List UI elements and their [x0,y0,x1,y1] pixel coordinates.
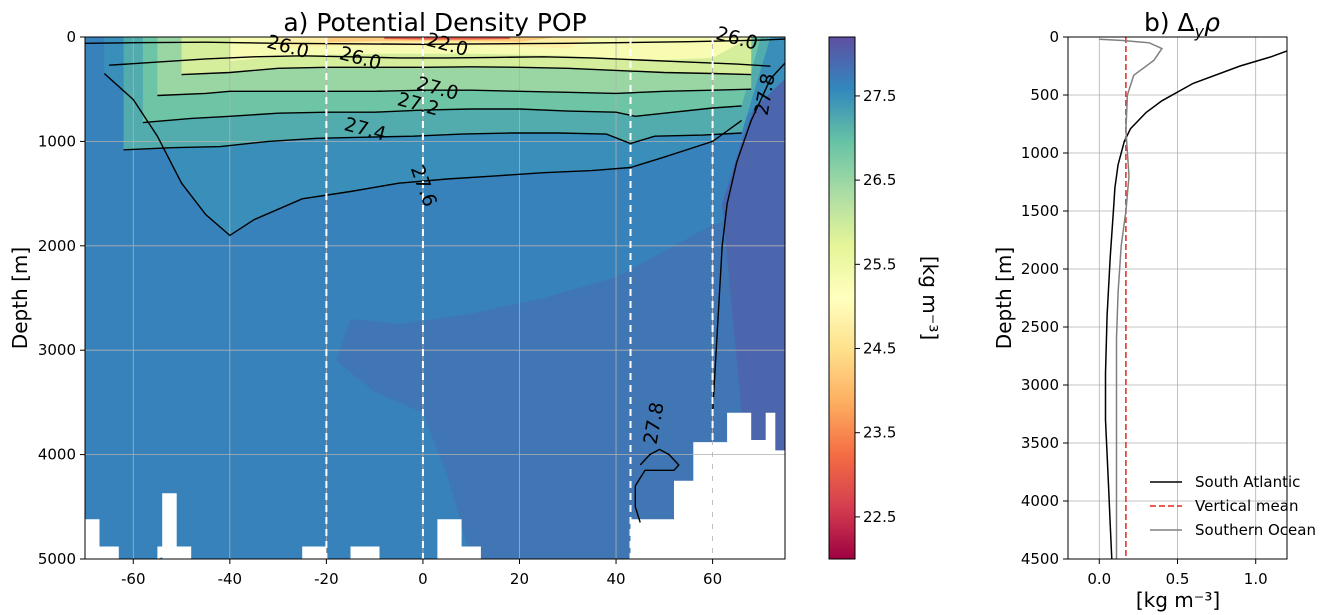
seafloor-mask [85,519,119,559]
panel-b-x-ticks: 0.0 0.5 1.0 [1087,559,1268,588]
colorbar-tick-label: 23.5 [863,424,896,442]
x-tick-label: 0 [418,570,428,588]
panel-a-y-label: Depth [m] [8,247,32,349]
colorbar-tick-label: 22.5 [863,508,896,526]
y-tick-label: 1500 [1021,202,1059,220]
panel-a-title: a) Potential Density POP [283,8,586,37]
density-section-panel: a) Potential Density POP 26.0 26.0 22.0 26.… [8,8,786,588]
y-tick-label: 1000 [1021,144,1059,162]
y-tick-label: 1000 [38,132,76,150]
y-tick-label: 2000 [1021,260,1059,278]
colorbar: 22.5 23.5 24.5 25.5 26.5 27.5 [kg m⁻³] [828,36,942,560]
colorbar-ticks: 22.5 23.5 24.5 25.5 26.5 27.5 [855,87,896,526]
colorbar-tick-label: 25.5 [863,255,896,273]
x-tick-label: 1.0 [1244,570,1268,588]
x-tick-label: 20 [510,570,529,588]
y-tick-label: 3500 [1021,434,1059,452]
x-tick-label: -20 [314,570,339,588]
panel-a-frame [84,36,786,560]
seafloor-mask [437,519,481,559]
panel-b-y-label: Depth [m] [992,247,1016,349]
legend-label: South Atlantic [1195,473,1300,491]
colorbar-scale [828,36,856,560]
seafloor-mask [630,412,785,559]
x-tick-label: -60 [121,570,146,588]
colorbar-tick-label: 26.5 [863,171,896,189]
density-contours [85,38,785,523]
section-boundaries [325,37,714,559]
y-tick-label: 500 [1030,86,1059,104]
panel-a-x-ticks: -60 -40 -20 0 20 40 60 [121,559,722,588]
seafloor-mask [157,546,192,559]
contour-27.8 [634,448,680,523]
y-tick-label: 2500 [1021,318,1059,336]
legend-label: Vertical mean [1195,497,1298,515]
x-tick-label: 40 [606,570,625,588]
contour-26.6 [181,66,752,76]
y-tick-label: 3000 [1021,376,1059,394]
series-line [1099,38,1164,559]
field-northern-dense-water [722,63,785,465]
colorbar-tick-label: 24.5 [863,340,896,358]
y-tick-label: 0 [66,28,76,46]
contour-26.0 [109,55,771,67]
panel-b-grid [1068,37,1287,559]
contour-27.6 [103,72,743,237]
x-tick-label: 0.0 [1087,570,1111,588]
panel-b-legend: South Atlantic Vertical mean Southern Ocea… [1150,473,1316,539]
panel-b-title: b) Δyρ [1144,8,1220,41]
y-tick-label: 5000 [38,550,76,568]
y-tick-label: 3000 [38,341,76,359]
panel-a-y-ticks: 0 1000 2000 3000 4000 5000 [38,28,85,568]
density-difference-panel: b) Δyρ 0.0 0.5 1.0 0 500 1000 1500 2000 2500 300… [992,8,1316,612]
y-tick-label: 4000 [38,446,76,464]
y-tick-label: 4500 [1021,550,1059,568]
panel-b-lines [1099,37,1287,559]
contour-27.2 [142,105,742,124]
y-tick-label: 4000 [1021,492,1059,510]
x-tick-label: -40 [218,570,243,588]
legend-label: Southern Ocean [1195,521,1316,539]
contour-27.8 [711,62,785,413]
contour-26.0 [85,38,785,46]
x-tick-label: 60 [703,570,722,588]
series-line [1104,50,1287,559]
panel-b-x-label: [kg m⁻³] [1136,588,1220,612]
seafloor-mask [350,546,380,559]
density-field [85,37,785,559]
colorbar-label: [kg m⁻³] [918,256,942,340]
seafloor-mask [162,493,192,559]
panel-b-y-ticks: 0 500 1000 1500 2000 2500 3000 3500 4000 4500 [1021,28,1068,568]
y-tick-label: 0 [1049,28,1059,46]
contour-27.4 [123,132,742,151]
colorbar-tick-label: 27.5 [863,87,896,105]
x-tick-label: 0.5 [1166,570,1190,588]
y-tick-label: 2000 [38,237,76,255]
field-band [384,37,510,40]
seafloor-mask [302,546,327,559]
contour-27.0 [157,88,752,97]
